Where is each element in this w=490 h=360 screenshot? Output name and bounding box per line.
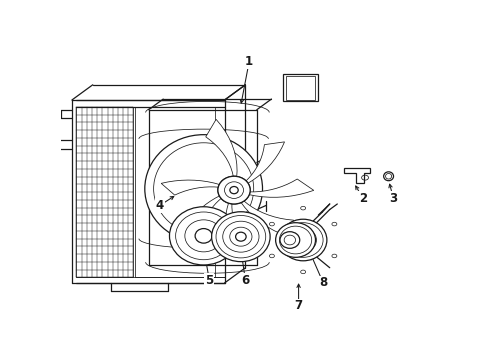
Ellipse shape bbox=[236, 232, 246, 241]
Ellipse shape bbox=[218, 176, 250, 204]
Text: 4: 4 bbox=[156, 199, 164, 212]
Text: 8: 8 bbox=[319, 276, 327, 289]
Polygon shape bbox=[245, 142, 285, 184]
Polygon shape bbox=[344, 168, 370, 183]
Ellipse shape bbox=[212, 212, 270, 262]
Text: 7: 7 bbox=[294, 300, 303, 312]
Polygon shape bbox=[248, 179, 314, 197]
Polygon shape bbox=[161, 180, 220, 195]
Polygon shape bbox=[241, 200, 297, 239]
Ellipse shape bbox=[218, 176, 250, 204]
Polygon shape bbox=[225, 202, 246, 257]
Ellipse shape bbox=[230, 186, 238, 194]
Text: 1: 1 bbox=[245, 55, 253, 68]
Ellipse shape bbox=[275, 223, 316, 257]
Bar bbox=[76, 107, 133, 278]
Text: 6: 6 bbox=[241, 274, 249, 287]
Bar bbox=[283, 74, 318, 102]
Text: 5: 5 bbox=[205, 274, 214, 287]
Ellipse shape bbox=[384, 172, 393, 181]
Polygon shape bbox=[206, 119, 237, 177]
Polygon shape bbox=[185, 195, 222, 228]
Text: 3: 3 bbox=[390, 192, 397, 205]
Ellipse shape bbox=[280, 232, 300, 248]
Ellipse shape bbox=[230, 186, 238, 194]
Ellipse shape bbox=[145, 135, 263, 243]
Ellipse shape bbox=[195, 229, 212, 243]
Text: 2: 2 bbox=[359, 192, 367, 205]
Ellipse shape bbox=[279, 219, 327, 261]
Ellipse shape bbox=[170, 207, 238, 265]
Bar bbox=[286, 76, 315, 100]
